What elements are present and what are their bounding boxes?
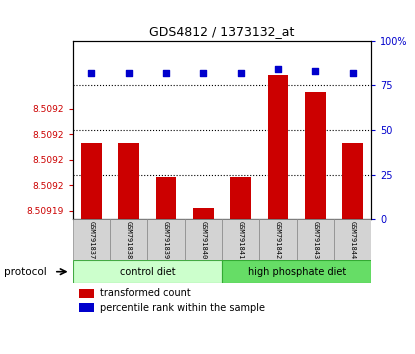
Text: percentile rank within the sample: percentile rank within the sample [100,303,264,313]
Point [275,67,281,72]
Text: control diet: control diet [120,267,175,277]
Text: GSM791837: GSM791837 [88,221,94,259]
Title: GDS4812 / 1373132_at: GDS4812 / 1373132_at [149,25,295,38]
Bar [147,219,185,260]
Point [88,70,95,76]
Bar [78,303,93,312]
Bar [156,177,176,219]
Text: GSM791839: GSM791839 [163,221,169,259]
Bar [334,219,371,260]
Text: GSM791840: GSM791840 [200,221,206,259]
Bar [185,219,222,260]
Bar [259,219,297,260]
Text: GSM791838: GSM791838 [126,221,132,259]
Bar [78,289,93,298]
Text: GSM791843: GSM791843 [312,221,318,259]
Text: high phosphate diet: high phosphate diet [248,267,346,277]
Bar [222,219,259,260]
Bar [193,207,214,219]
Bar [222,260,371,283]
Bar [230,177,251,219]
Point [200,70,207,76]
Bar [268,75,288,219]
Bar [305,92,326,219]
Point [125,70,132,76]
Point [349,70,356,76]
Text: transformed count: transformed count [100,289,190,298]
Bar [73,219,110,260]
Bar [297,219,334,260]
Text: GSM791842: GSM791842 [275,221,281,259]
Point [163,70,169,76]
Bar [118,143,139,219]
Point [237,70,244,76]
Bar [342,143,363,219]
Bar [73,260,222,283]
Bar [81,143,102,219]
Text: GSM791844: GSM791844 [350,221,356,259]
Point [312,68,319,74]
Bar [110,219,147,260]
Text: GSM791841: GSM791841 [238,221,244,259]
Text: protocol: protocol [4,267,47,277]
